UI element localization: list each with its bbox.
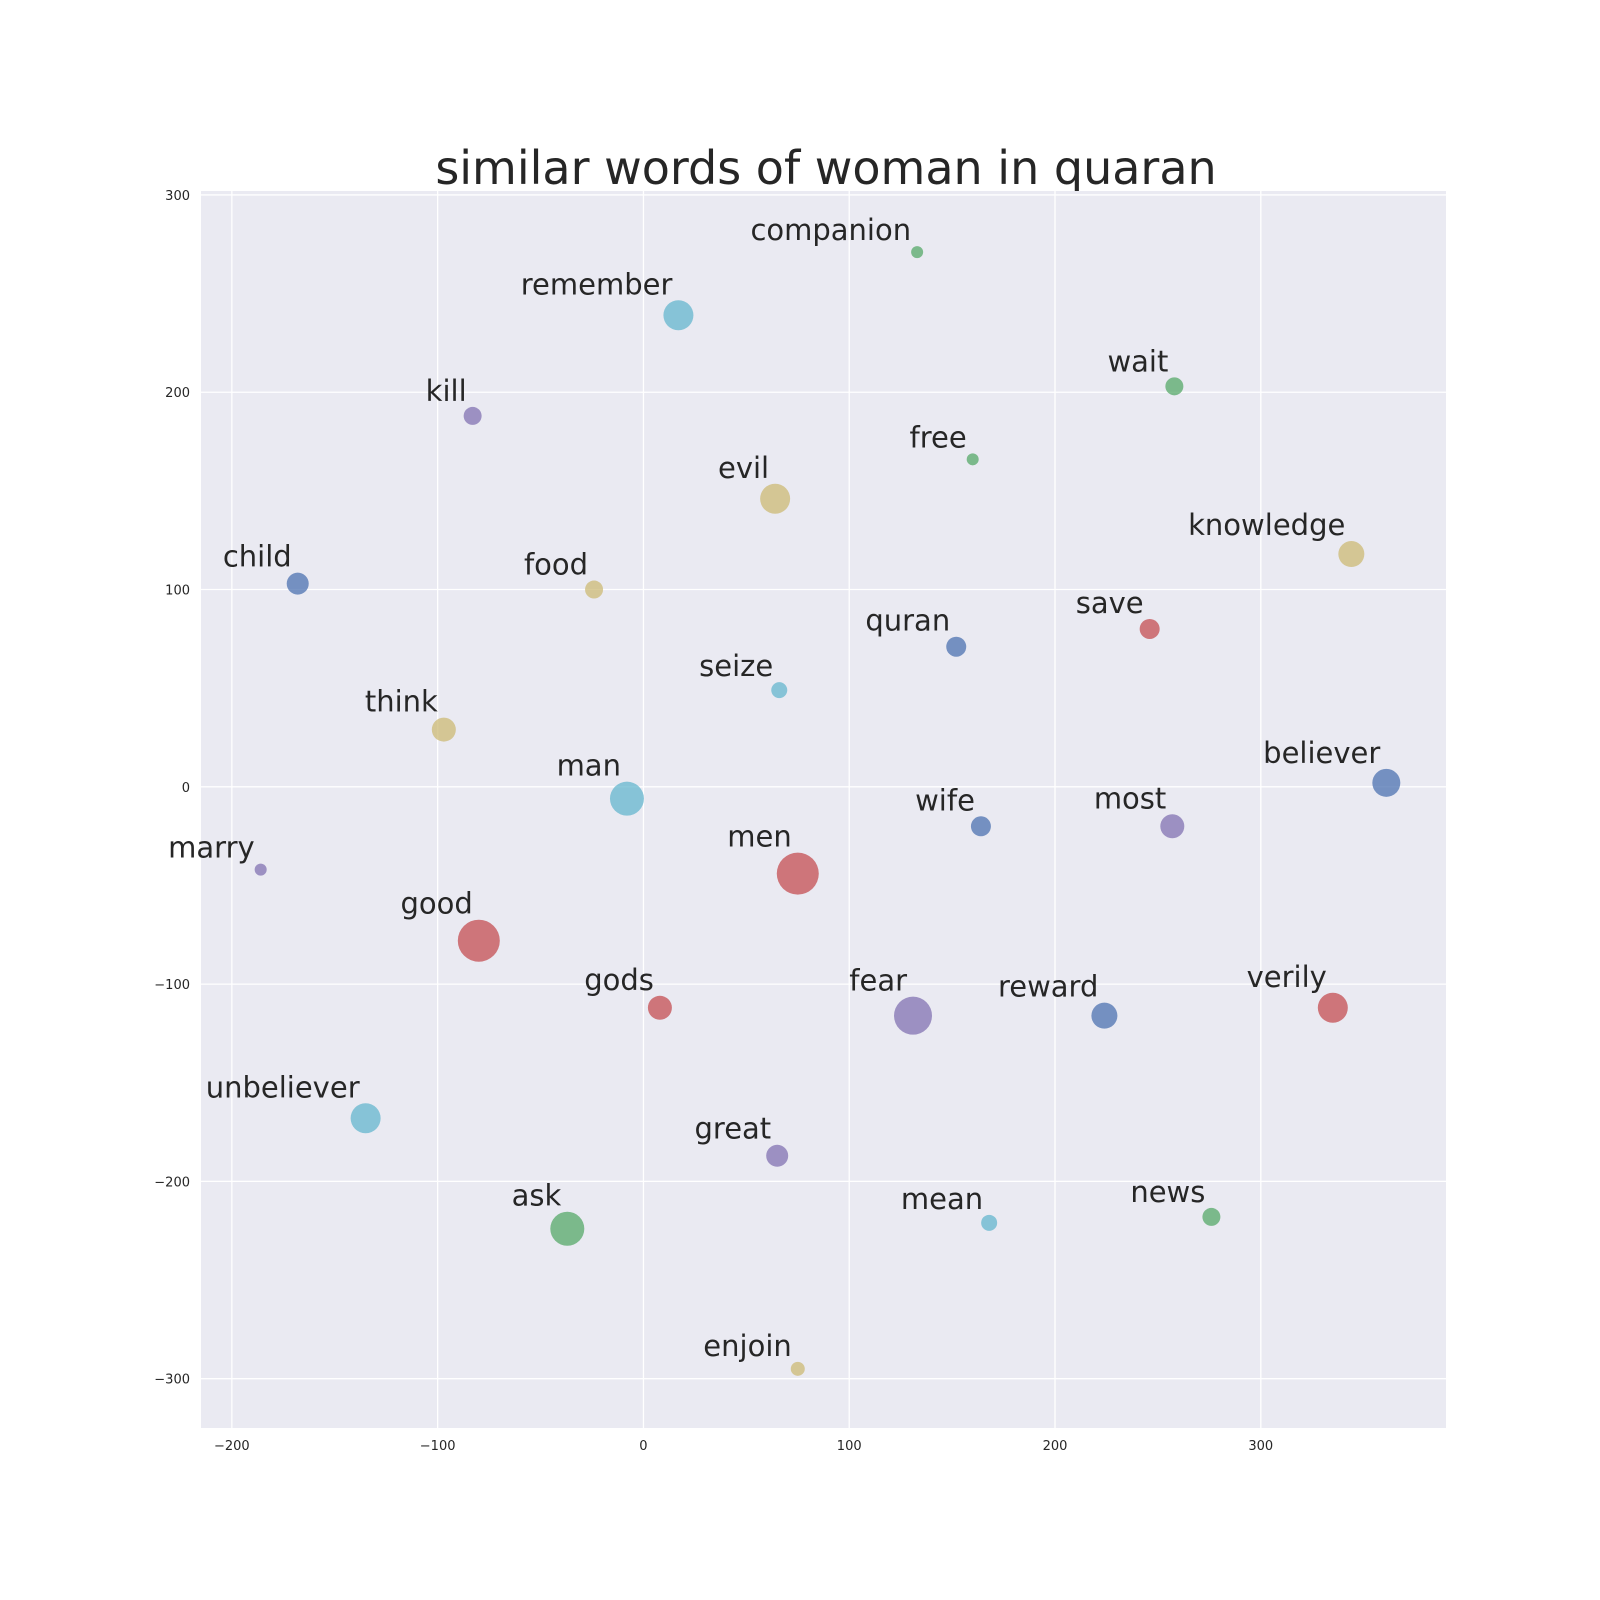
label-companion: companion [750,213,911,247]
label-great: great [695,1112,772,1146]
x-tick-label: 0 [639,1439,647,1454]
label-verily: verily [1247,960,1327,994]
label-news: news [1130,1175,1205,1209]
y-axis-tick-labels: −300 −200 −100 0 100 200 300 [154,189,190,1388]
label-mean: mean [901,1182,983,1216]
label-quran: quran [865,604,950,638]
point-wait [1165,377,1184,396]
label-kill: kill [426,374,467,408]
x-axis-tick-labels: −200 −100 0 100 200 300 [214,1439,1273,1454]
label-wait: wait [1107,344,1168,378]
y-tick-label: 300 [165,189,190,204]
point-evil [760,483,791,514]
x-tick-label: 200 [1043,1439,1068,1454]
y-tick-label: 0 [182,781,190,796]
label-enjoin: enjoin [703,1329,791,1363]
point-mean [981,1214,998,1231]
data-points [254,246,1401,1376]
x-tick-label: 100 [837,1439,862,1454]
point-great [766,1144,789,1167]
x-tick-label: 300 [1248,1439,1273,1454]
label-unbeliever: unbeliever [206,1070,360,1104]
label-remember: remember [521,267,673,301]
point-kill [463,406,482,425]
plot-area [201,191,1446,1428]
point-child [286,572,309,595]
point-verily [1317,992,1348,1023]
y-grid-lines [201,194,1446,1380]
label-knowledge: knowledge [1188,508,1345,542]
chart-title: similar words of woman in quaran [435,141,1216,195]
point-ask [550,1211,585,1246]
x-tick-label: −100 [420,1439,456,1454]
y-tick-label: 100 [165,584,190,599]
label-evil: evil [718,451,769,485]
label-wife: wife [915,783,975,817]
point-quran [946,636,967,657]
point-companion [911,246,924,259]
label-gods: gods [584,963,654,997]
label-good: good [400,887,472,921]
point-man [609,781,644,816]
point-fear [894,996,933,1035]
x-grid-lines [231,191,1262,1428]
point-food [585,580,604,599]
point-think [431,717,456,742]
label-seize: seize [699,649,773,683]
label-most: most [1094,781,1166,815]
point-most [1160,814,1185,839]
label-believer: believer [1263,736,1380,770]
label-ask: ask [512,1179,562,1213]
point-enjoin [790,1361,805,1376]
label-child: child [223,540,292,574]
point-seize [771,682,788,699]
y-tick-label: −200 [154,1175,190,1190]
point-gods [647,995,672,1020]
label-reward: reward [998,970,1098,1004]
point-free [966,453,979,466]
label-marry: marry [168,831,255,865]
point-news [1202,1207,1221,1226]
word-labels: companion remember wait kill free evil knowled… [168,213,1380,1363]
label-men: men [727,820,791,854]
label-think: think [365,685,438,719]
y-tick-label: −100 [154,978,190,993]
point-reward [1091,1002,1118,1029]
y-tick-label: 200 [165,386,190,401]
point-save [1139,618,1160,639]
point-knowledge [1338,541,1365,568]
label-fear: fear [849,964,907,998]
label-save: save [1076,586,1144,620]
point-wife [970,816,991,837]
point-good [457,919,500,962]
point-believer [1372,768,1401,797]
y-tick-label: −300 [154,1373,190,1388]
label-free: free [910,420,967,454]
label-man: man [557,749,621,783]
x-tick-label: −200 [214,1439,250,1454]
point-marry [254,863,267,876]
label-food: food [524,548,588,582]
point-men [776,852,819,895]
point-remember [663,300,694,331]
point-unbeliever [350,1103,381,1134]
